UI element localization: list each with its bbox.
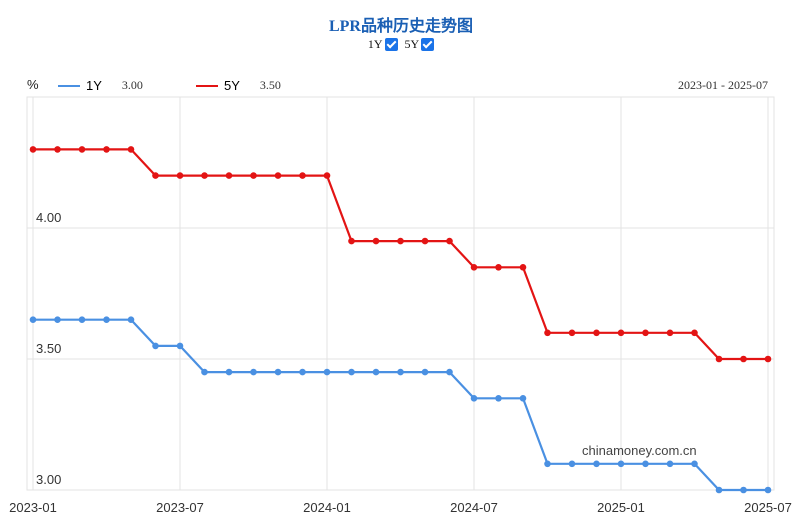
y-tick-label: 3.00 bbox=[36, 472, 61, 487]
data-point-1y[interactable] bbox=[421, 368, 429, 376]
data-point-5y[interactable] bbox=[250, 172, 257, 179]
y-tick-label: 4.00 bbox=[36, 210, 61, 225]
data-point-1y[interactable] bbox=[250, 368, 257, 376]
series-toggles: 1Y 5Y bbox=[0, 37, 802, 52]
data-point-1y[interactable] bbox=[29, 316, 37, 324]
toggle-1y[interactable]: 1Y bbox=[368, 37, 398, 52]
data-point-5y[interactable] bbox=[421, 237, 429, 245]
checkbox-checked-icon[interactable] bbox=[384, 38, 398, 51]
data-point-1y[interactable] bbox=[740, 486, 747, 494]
data-point-5y[interactable] bbox=[470, 264, 478, 271]
data-point-1y[interactable] bbox=[397, 368, 404, 376]
data-point-5y[interactable] bbox=[544, 329, 551, 337]
data-point-1y[interactable] bbox=[764, 486, 772, 494]
data-point-1y[interactable] bbox=[274, 368, 282, 376]
data-point-5y[interactable] bbox=[201, 172, 208, 179]
data-point-1y[interactable] bbox=[642, 460, 649, 468]
data-point-1y[interactable] bbox=[372, 368, 380, 376]
data-point-1y[interactable] bbox=[152, 342, 159, 350]
data-point-5y[interactable] bbox=[372, 237, 380, 245]
data-point-1y[interactable] bbox=[127, 316, 135, 324]
toggle-5y[interactable]: 5Y bbox=[405, 37, 435, 52]
data-point-5y[interactable] bbox=[568, 329, 576, 337]
data-point-5y[interactable] bbox=[593, 329, 600, 337]
watermark-text: chinamoney.com.cn bbox=[582, 443, 697, 458]
data-point-1y[interactable] bbox=[495, 395, 502, 402]
toggle-1y-label: 1Y bbox=[367, 37, 383, 51]
y-tick-label: 3.50 bbox=[36, 341, 61, 356]
legend-1y-name: 1Y bbox=[86, 78, 102, 93]
date-range: 2023-01 - 2025-07 bbox=[678, 78, 768, 92]
data-point-5y[interactable] bbox=[127, 146, 135, 153]
data-point-5y[interactable] bbox=[495, 264, 502, 271]
data-point-1y[interactable] bbox=[176, 342, 184, 350]
checkbox-checked-icon[interactable] bbox=[421, 38, 435, 51]
legend-5y-value: 3.50 bbox=[259, 78, 281, 92]
data-point-1y[interactable] bbox=[715, 486, 723, 494]
data-point-5y[interactable] bbox=[29, 146, 37, 153]
chart-title: LPR品种历史走势图 bbox=[328, 18, 473, 35]
data-point-5y[interactable] bbox=[103, 146, 110, 153]
series-line-5y bbox=[33, 148, 768, 361]
data-point-1y[interactable] bbox=[568, 460, 576, 468]
data-point-1y[interactable] bbox=[446, 368, 453, 376]
legend-line-icon bbox=[196, 84, 218, 87]
data-point-5y[interactable] bbox=[740, 355, 747, 363]
data-point-5y[interactable] bbox=[323, 172, 331, 179]
data-point-5y[interactable] bbox=[617, 329, 625, 337]
data-point-1y[interactable] bbox=[666, 460, 674, 468]
data-point-1y[interactable] bbox=[544, 460, 551, 468]
legend-line-icon bbox=[58, 84, 80, 87]
y-unit-label: % bbox=[27, 77, 39, 92]
data-point-1y[interactable] bbox=[348, 368, 355, 376]
data-point-5y[interactable] bbox=[274, 172, 282, 179]
x-tick-label: 2023-07 bbox=[156, 500, 204, 515]
data-point-5y[interactable] bbox=[152, 172, 159, 179]
x-tick-label: 2025-01 bbox=[597, 500, 645, 515]
data-point-1y[interactable] bbox=[103, 316, 110, 324]
data-point-5y[interactable] bbox=[666, 329, 674, 337]
data-point-1y[interactable] bbox=[519, 395, 527, 402]
data-point-5y[interactable] bbox=[348, 237, 355, 245]
data-point-1y[interactable] bbox=[201, 368, 208, 376]
plot-frame bbox=[26, 96, 775, 491]
legend-item-5y[interactable]: 5Y 3.50 bbox=[196, 78, 281, 93]
data-point-5y[interactable] bbox=[764, 355, 772, 363]
data-point-5y[interactable] bbox=[715, 355, 723, 363]
x-tick-label: 2025-07 bbox=[744, 500, 792, 515]
data-point-1y[interactable] bbox=[323, 368, 331, 376]
x-tick-label: 2024-01 bbox=[303, 500, 351, 515]
data-point-5y[interactable] bbox=[54, 146, 61, 153]
x-tick-label: 2024-07 bbox=[450, 500, 498, 515]
data-point-1y[interactable] bbox=[78, 316, 86, 324]
legend-item-1y[interactable]: 1Y 3.00 bbox=[58, 78, 143, 93]
data-point-5y[interactable] bbox=[225, 172, 233, 179]
data-point-5y[interactable] bbox=[691, 329, 698, 337]
data-point-5y[interactable] bbox=[446, 237, 453, 245]
data-point-5y[interactable] bbox=[299, 172, 306, 179]
data-point-1y[interactable] bbox=[299, 368, 306, 376]
x-tick-label: 2023-01 bbox=[9, 500, 57, 515]
data-point-5y[interactable] bbox=[397, 237, 404, 245]
legend-5y-name: 5Y bbox=[224, 78, 240, 93]
data-point-1y[interactable] bbox=[470, 395, 478, 402]
data-point-5y[interactable] bbox=[519, 264, 527, 271]
data-point-5y[interactable] bbox=[78, 146, 86, 153]
toggle-5y-label: 5Y bbox=[404, 37, 420, 51]
series-line-1y bbox=[33, 318, 768, 492]
data-point-5y[interactable] bbox=[642, 329, 649, 337]
legend-1y-value: 3.00 bbox=[121, 78, 143, 92]
data-point-1y[interactable] bbox=[225, 368, 233, 376]
data-point-1y[interactable] bbox=[617, 460, 625, 468]
data-point-5y[interactable] bbox=[176, 172, 184, 179]
data-point-1y[interactable] bbox=[54, 316, 61, 324]
data-point-1y[interactable] bbox=[593, 460, 600, 468]
data-point-1y[interactable] bbox=[691, 460, 698, 468]
